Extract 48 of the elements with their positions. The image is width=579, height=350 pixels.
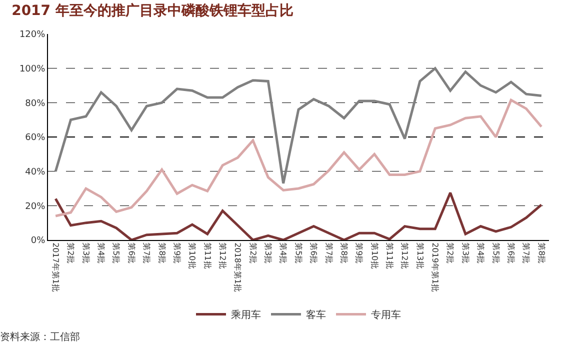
x-tick-label: 第2批 xyxy=(66,242,76,264)
x-tick-label: 第10批 xyxy=(370,242,379,269)
x-tick-label: 第7批 xyxy=(142,242,152,264)
y-tick-label: 80% xyxy=(25,98,46,109)
x-tick-label: 第9批 xyxy=(354,242,364,264)
line-series xyxy=(54,192,543,240)
x-tick-label: 第3批 xyxy=(81,242,90,264)
text: 资料来源：工信部 xyxy=(0,331,80,343)
x-tick-label: 第7批 xyxy=(522,242,531,264)
legend-label: 乘用车 xyxy=(231,309,261,322)
x-tick-label: 第12批 xyxy=(400,242,410,269)
x-tick-label: 第4批 xyxy=(476,242,486,264)
y-tick-label: 120% xyxy=(19,30,46,40)
x-tick-label: 第11批 xyxy=(384,242,394,269)
x-tick-label: 2019年第1批 xyxy=(430,242,440,292)
x-tick-label: 第8批 xyxy=(536,242,546,264)
x-tick-label: 2018年第1批 xyxy=(233,242,242,292)
x-tick-label: 第12批 xyxy=(218,242,227,269)
legend-label: 客车 xyxy=(306,309,326,322)
x-tick-label: 第7批 xyxy=(324,242,334,264)
x-tick-label: 2017年第1批 xyxy=(50,242,60,292)
x-tick-label: 第8批 xyxy=(157,242,166,264)
x-tick-label: 第10批 xyxy=(188,242,197,269)
x-tick-label: 第2批 xyxy=(248,242,258,264)
y-tick-label: 0% xyxy=(30,236,46,246)
line-series xyxy=(54,67,543,185)
y-tick-label: 60% xyxy=(25,133,46,144)
line-series xyxy=(54,98,543,218)
x-tick-label: 第8批 xyxy=(339,242,348,264)
x-tick-label: 第3批 xyxy=(264,242,273,264)
x-tick-label: 第11批 xyxy=(202,242,212,269)
x-tick-label: 第6批 xyxy=(126,242,136,264)
y-tick-label: 100% xyxy=(19,64,46,74)
x-tick-label: 第13批 xyxy=(415,242,424,269)
chart-title: 2017 年至今的推广目录中磷酸铁锂车型占比 xyxy=(12,2,294,20)
y-tick-label: 40% xyxy=(25,167,46,178)
x-tick-label: 第4批 xyxy=(96,242,106,264)
x-tick-label: 第4批 xyxy=(278,242,288,264)
x-tick-label: 第2批 xyxy=(446,242,455,264)
x-tick-label: 第5批 xyxy=(112,242,121,264)
x-tick-label: 第9批 xyxy=(172,242,182,264)
x-tick-label: 第6批 xyxy=(506,242,516,264)
x-tick-label: 第6批 xyxy=(309,242,318,264)
x-tick-label: 第5批 xyxy=(491,242,500,264)
x-tick-label: 第3批 xyxy=(460,242,470,264)
y-tick-label: 20% xyxy=(25,202,46,212)
legend-label: 专用车 xyxy=(371,309,401,322)
x-tick-label: 第5批 xyxy=(294,242,303,264)
